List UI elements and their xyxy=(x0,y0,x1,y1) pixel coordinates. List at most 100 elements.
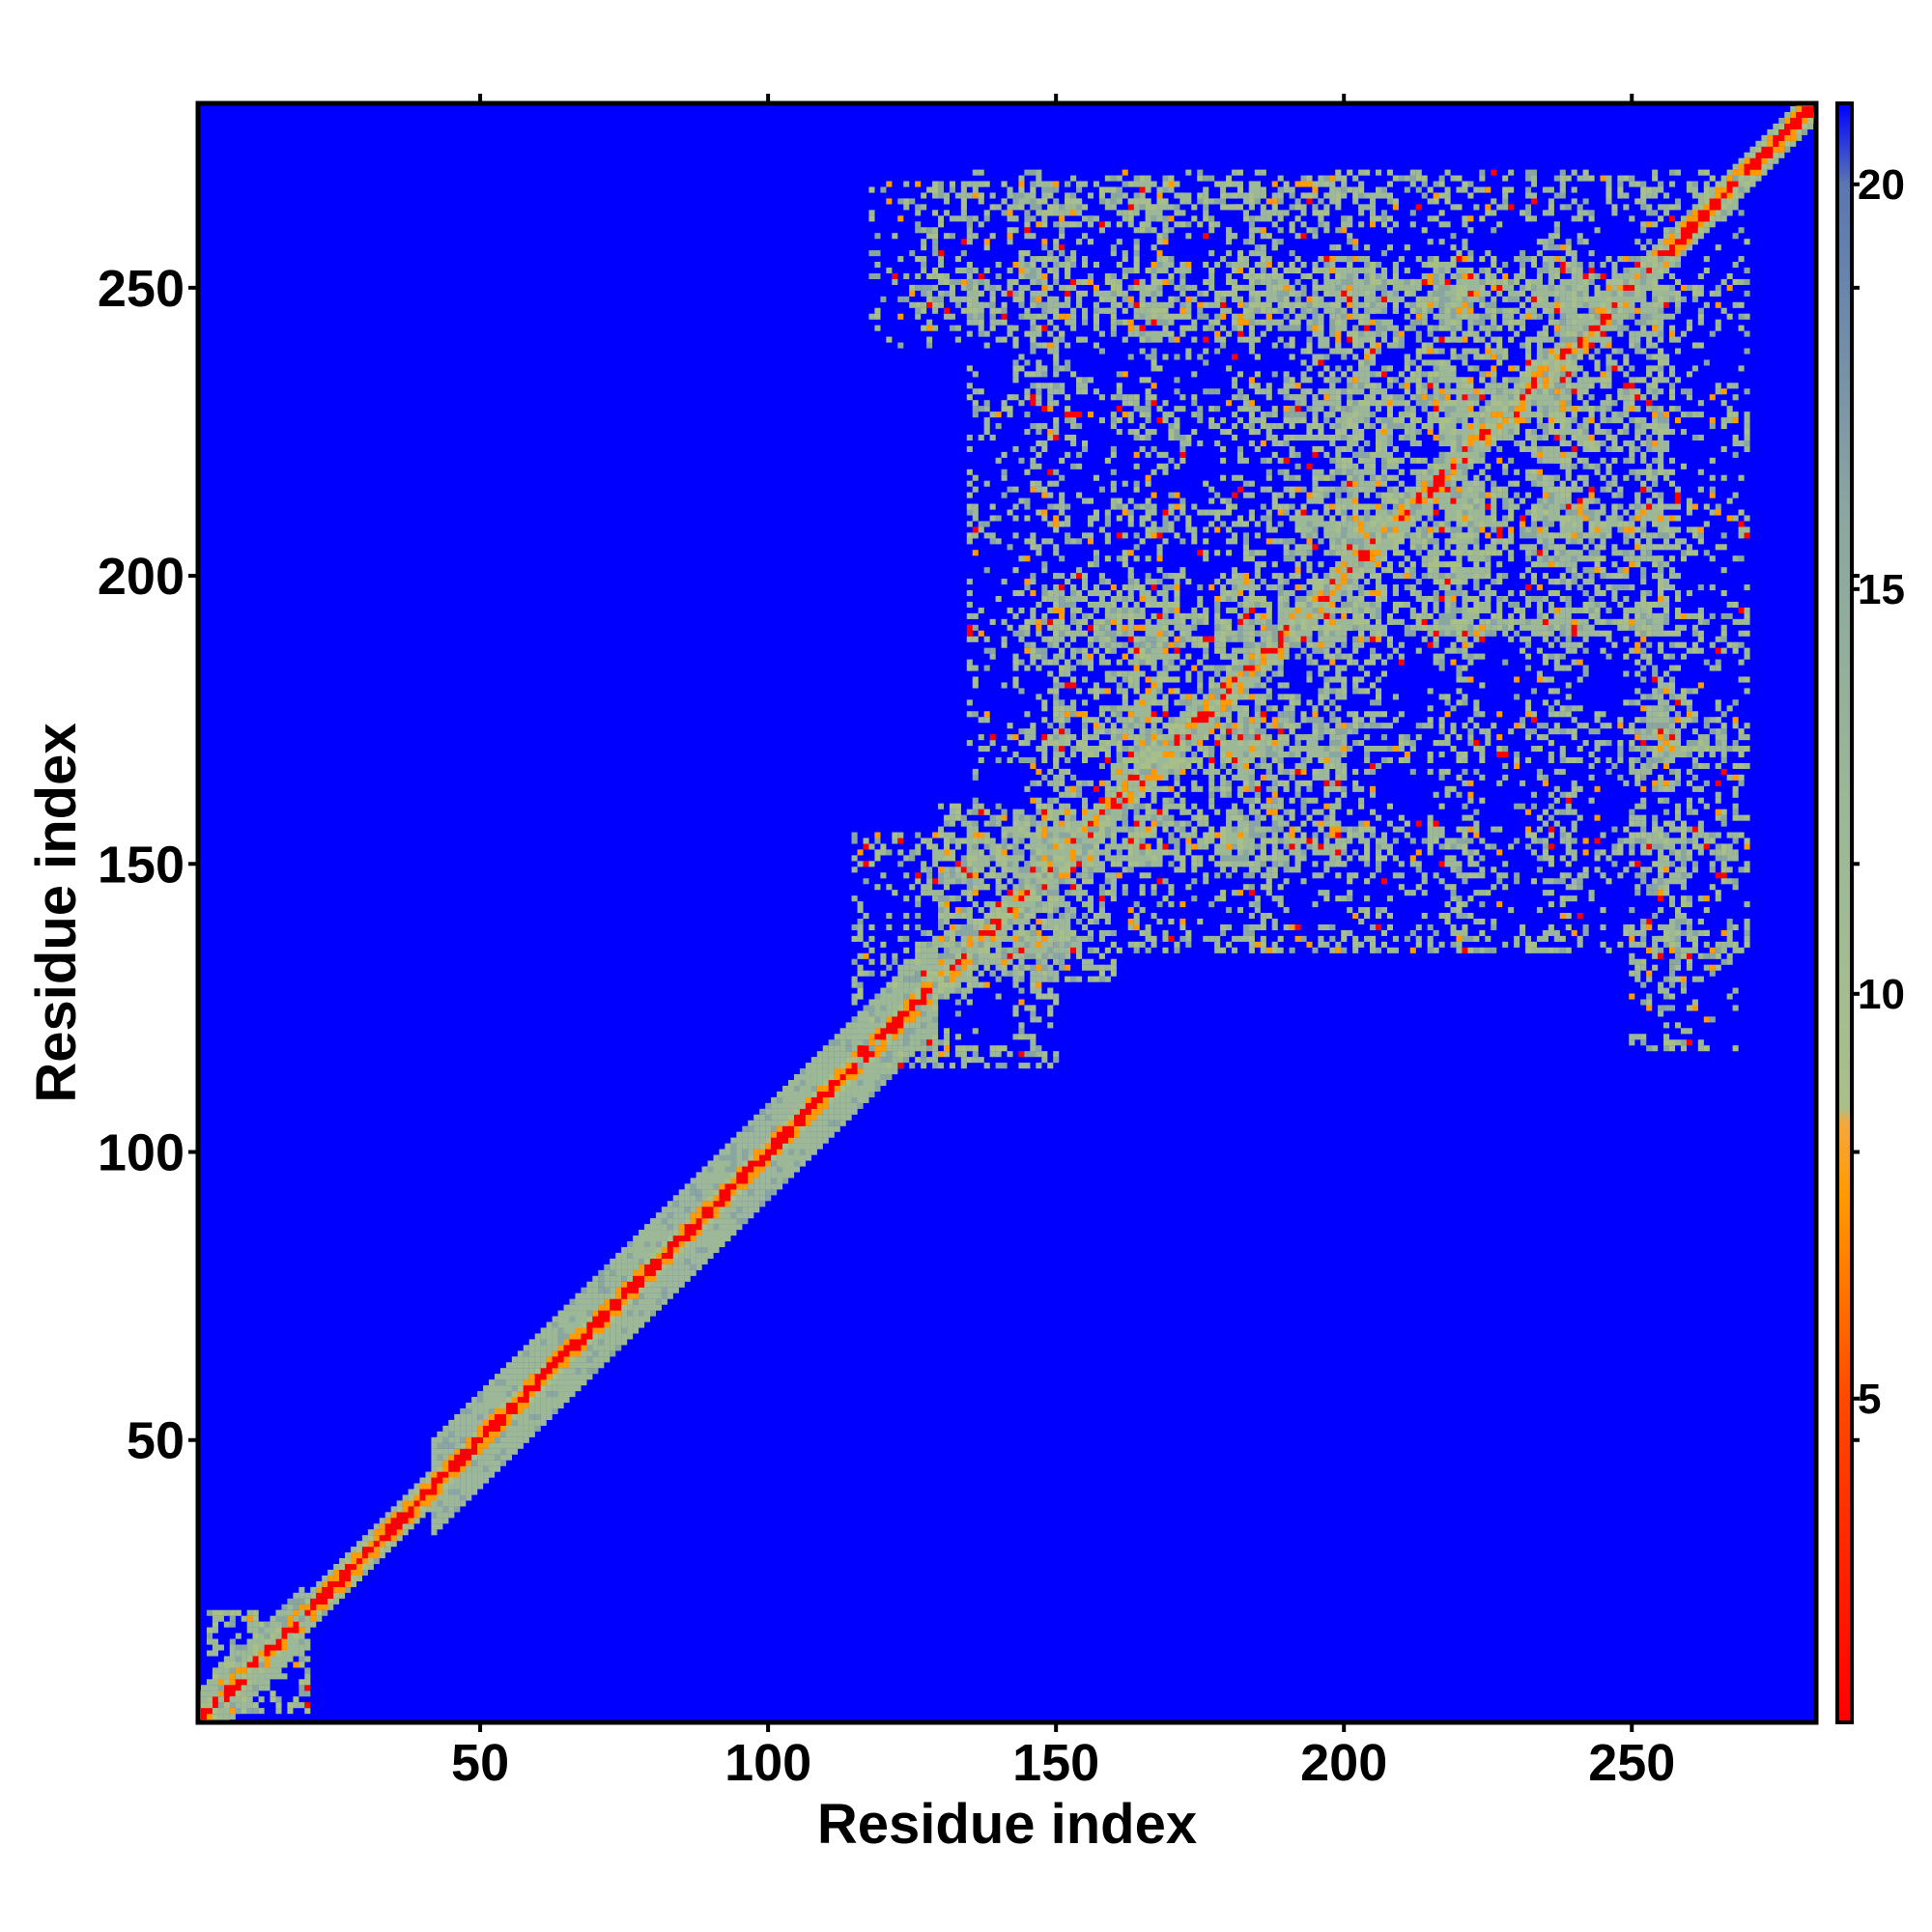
diagonal-cell xyxy=(672,1258,679,1264)
diagonal-cell xyxy=(413,1489,420,1495)
contact-cell xyxy=(217,1609,224,1616)
diagonal-cell xyxy=(639,1269,645,1276)
diagonal-cell xyxy=(1726,175,1733,182)
contact-cell xyxy=(1087,538,1094,545)
contact-cell xyxy=(1053,890,1060,896)
diagonal-cell xyxy=(1110,797,1117,804)
contact-cell xyxy=(937,976,945,982)
diagonal-cell xyxy=(1220,699,1227,706)
diagonal-cell xyxy=(1571,359,1577,366)
diagonal-cell xyxy=(643,1304,651,1311)
diagonal-cell xyxy=(304,1627,311,1634)
diagonal-cell xyxy=(361,1558,368,1565)
diagonal-cell xyxy=(598,1310,605,1317)
diagonal-cell xyxy=(892,1028,898,1035)
diagonal-cell xyxy=(615,1275,622,1282)
diagonal-cell xyxy=(546,1333,553,1340)
diagonal-cell xyxy=(701,1189,708,1196)
contact-cell xyxy=(1098,935,1105,942)
contact-cell xyxy=(1087,659,1094,666)
diagonal-cell xyxy=(355,1552,363,1559)
diagonal-cell xyxy=(621,1321,628,1328)
diagonal-cell xyxy=(909,970,916,977)
contact-cell xyxy=(264,1633,270,1639)
diagonal-cell xyxy=(793,1125,801,1132)
diagonal-cell xyxy=(684,1207,691,1213)
contact-cell xyxy=(1018,901,1025,908)
diagonal-cell xyxy=(1668,244,1676,251)
diagonal-cell xyxy=(448,1454,455,1461)
diagonal-cell xyxy=(483,1402,490,1409)
diagonal-cell xyxy=(1404,526,1410,533)
contact-cell xyxy=(903,913,910,920)
diagonal-cell xyxy=(1104,826,1111,833)
diagonal-cell xyxy=(223,1708,230,1715)
contact-cell xyxy=(892,832,898,838)
contact-cell xyxy=(1093,964,1099,971)
diagonal-cell xyxy=(701,1240,708,1248)
contact-cell xyxy=(868,1063,875,1069)
contact-cell xyxy=(1041,809,1048,815)
diagonal-cell xyxy=(604,1345,611,1351)
contact-cell xyxy=(1076,618,1083,625)
contact-cell xyxy=(943,929,951,936)
diagonal-cell xyxy=(442,1506,449,1513)
diagonal-cell xyxy=(419,1506,426,1513)
diagonal-cell xyxy=(419,1483,426,1490)
contact-cell xyxy=(1065,878,1071,885)
contact-cell xyxy=(1001,838,1008,844)
diagonal-cell xyxy=(643,1258,651,1264)
diagonal-cell xyxy=(333,1592,340,1599)
diagonal-cell xyxy=(1738,169,1745,176)
diagonal-cell xyxy=(857,1079,864,1087)
diagonal-cell xyxy=(287,1621,294,1628)
contact-cell xyxy=(1041,509,1048,516)
diagonal-cell xyxy=(713,1154,720,1161)
diagonal-cell xyxy=(661,1258,668,1264)
contact-cell xyxy=(1036,884,1042,891)
contact-cell xyxy=(246,1609,253,1616)
contact-cell xyxy=(995,861,1002,867)
contact-cell xyxy=(229,1644,236,1651)
diagonal-cell xyxy=(845,1074,852,1081)
diagonal-cell xyxy=(1415,486,1422,493)
diagonal-cell xyxy=(627,1287,634,1293)
contact-cell xyxy=(1012,838,1019,844)
contact-cell xyxy=(915,958,922,965)
diagonal-cell xyxy=(787,1102,795,1109)
diagonal-cell xyxy=(235,1696,242,1703)
contact-cell xyxy=(1030,579,1037,585)
contact-cell xyxy=(1024,555,1031,562)
contact-cell xyxy=(995,947,1002,953)
contact-cell xyxy=(270,1638,276,1645)
diagonal-cell xyxy=(633,1287,639,1293)
contact-cell xyxy=(1047,918,1054,925)
diagonal-cell xyxy=(252,1685,259,1691)
contact-cell xyxy=(943,1039,951,1046)
diagonal-cell xyxy=(293,1604,299,1610)
contact-cell xyxy=(1104,521,1111,527)
contact-cell xyxy=(1110,929,1117,936)
contact-cell xyxy=(1070,814,1077,821)
diagonal-cell xyxy=(672,1246,679,1254)
diagonal-cell xyxy=(523,1413,529,1420)
diagonal-cell xyxy=(1254,665,1261,671)
diagonal-cell xyxy=(499,1431,507,1437)
contact-cell xyxy=(1070,417,1077,424)
diagonal-cell xyxy=(586,1281,593,1288)
diagonal-cell xyxy=(1030,895,1037,902)
diagonal-cell xyxy=(569,1356,576,1363)
diagonal-cell xyxy=(466,1419,472,1426)
contact-cell xyxy=(972,186,979,193)
contact-cell xyxy=(943,970,951,977)
diagonal-cell xyxy=(379,1523,385,1530)
diagonal-cell xyxy=(839,1068,846,1075)
contact-cell xyxy=(868,843,875,850)
contact-cell xyxy=(1007,913,1013,920)
contact-cell xyxy=(897,838,904,844)
diagonal-cell xyxy=(724,1218,731,1225)
diagonal-cell xyxy=(736,1207,743,1213)
diagonal-cell xyxy=(598,1293,605,1299)
contact-cell xyxy=(1053,929,1060,936)
contact-cell xyxy=(989,284,996,291)
